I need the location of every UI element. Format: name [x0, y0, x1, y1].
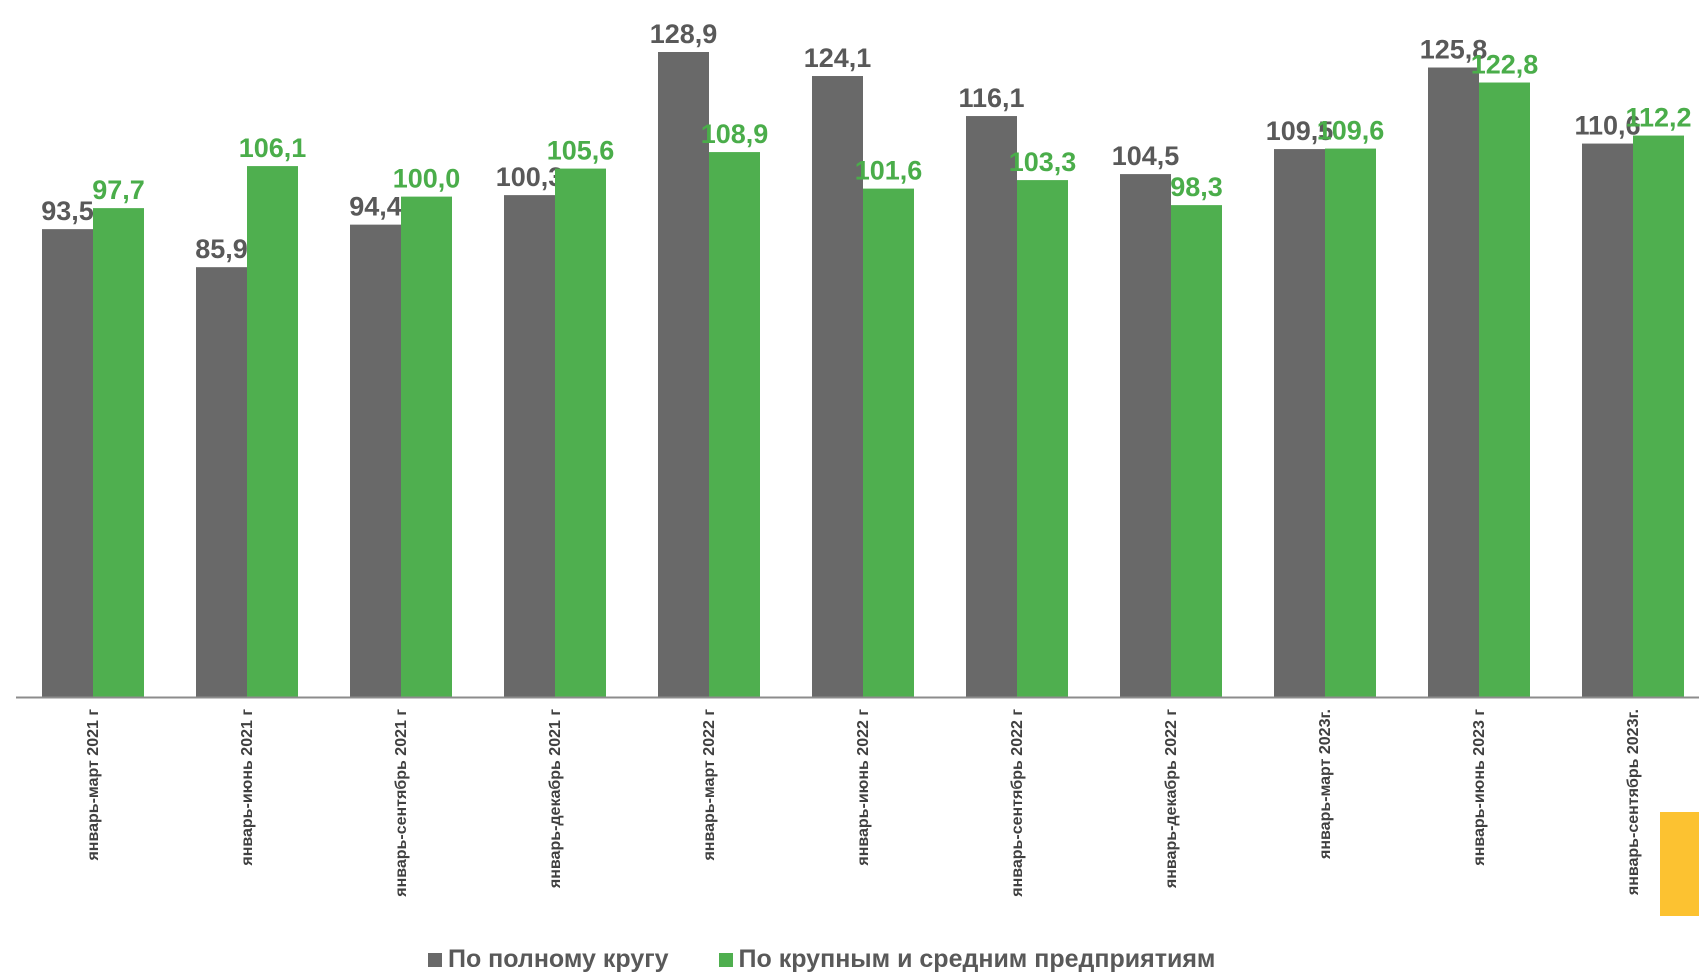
- bar-s1-1: [247, 166, 298, 697]
- value-label-s1-0: 97,7: [92, 175, 145, 205]
- category-label-1: январь-июнь 2021 г: [239, 709, 256, 867]
- category-label-0: январь-март 2021 г: [85, 709, 102, 862]
- bar-s0-2: [350, 224, 401, 697]
- bar-s1-9: [1479, 82, 1530, 697]
- bar-s1-8: [1325, 148, 1376, 698]
- bar-s0-4: [658, 52, 709, 697]
- value-label-s0-8: 109,5: [1266, 116, 1334, 146]
- value-label-s0-1: 85,9: [195, 234, 248, 264]
- legend-label-large-medium: По крупным и средним предприятиям: [738, 945, 1216, 973]
- value-label-s0-2: 94,4: [349, 192, 402, 222]
- value-label-s1-2: 100,0: [393, 164, 461, 194]
- bar-s1-10: [1633, 135, 1684, 698]
- category-label-2: январь-сентябрь 2021 г: [393, 709, 410, 898]
- bar-s0-1: [196, 267, 247, 697]
- legend-item-large-medium: По крупным и средним предприятиям: [718, 945, 1216, 974]
- bar-s1-0: [93, 208, 144, 697]
- category-label-9: январь-июнь 2023 г: [1471, 709, 1488, 867]
- value-label-s1-3: 105,6: [547, 136, 615, 166]
- category-label-5: январь-июнь 2022 г: [855, 709, 872, 867]
- legend-label-full-circle: По полному кругу: [448, 945, 669, 973]
- bar-s1-7: [1171, 205, 1222, 697]
- bar-s0-0: [42, 229, 93, 697]
- legend-swatch-large-medium: [718, 952, 733, 967]
- value-label-s0-0: 93,5: [41, 196, 94, 226]
- value-label-s0-9: 125,8: [1420, 35, 1488, 65]
- bar-s0-9: [1428, 67, 1479, 697]
- yellow-corner-tab: [1660, 812, 1699, 916]
- bar-s0-8: [1274, 149, 1325, 697]
- value-label-s1-7: 98,3: [1170, 172, 1223, 202]
- bar-s1-3: [555, 168, 606, 697]
- bar-s0-5: [812, 76, 863, 697]
- bar-s0-3: [504, 195, 555, 697]
- category-label-8: январь-март 2023г.: [1317, 709, 1334, 860]
- bar-s0-7: [1120, 174, 1171, 697]
- value-label-s1-6: 103,3: [1009, 147, 1077, 177]
- value-label-s0-6: 116,1: [958, 83, 1024, 113]
- bar-s0-6: [966, 116, 1017, 697]
- value-label-s1-9: 122,8: [1471, 50, 1539, 80]
- legend: По полному кругу По крупным и средним пр…: [428, 945, 1215, 974]
- bar-s1-4: [709, 152, 760, 697]
- value-label-s0-3: 100,3: [496, 162, 564, 192]
- category-label-4: январь-март 2022 г: [701, 709, 718, 862]
- bar-s1-5: [863, 188, 914, 697]
- value-label-s0-10: 110,6: [1574, 111, 1640, 141]
- category-label-6: январь-сентябрь 2022 г: [1009, 709, 1026, 898]
- value-label-s0-7: 104,5: [1112, 141, 1180, 171]
- bar-s1-6: [1017, 180, 1068, 697]
- value-label-s1-8: 109,6: [1317, 116, 1385, 146]
- value-label-s1-4: 108,9: [701, 119, 769, 149]
- legend-swatch-full-circle: [428, 952, 442, 967]
- legend-item-full-circle: По полному кругу: [428, 945, 669, 974]
- value-label-s0-4: 128,9: [650, 19, 718, 49]
- value-label-s1-5: 101,6: [855, 156, 923, 186]
- category-label-10: январь-сентябрь 2023г.: [1625, 709, 1642, 896]
- value-label-s1-10: 112,2: [1625, 103, 1691, 133]
- category-label-3: январь-декабрь 2021 г: [547, 709, 564, 889]
- value-label-s0-5: 124,1: [804, 43, 872, 73]
- bar-s1-2: [401, 196, 452, 697]
- category-label-7: январь-декабрь 2022 г: [1163, 709, 1180, 889]
- value-label-s1-1: 106,1: [239, 133, 307, 163]
- bar-s0-10: [1582, 143, 1633, 697]
